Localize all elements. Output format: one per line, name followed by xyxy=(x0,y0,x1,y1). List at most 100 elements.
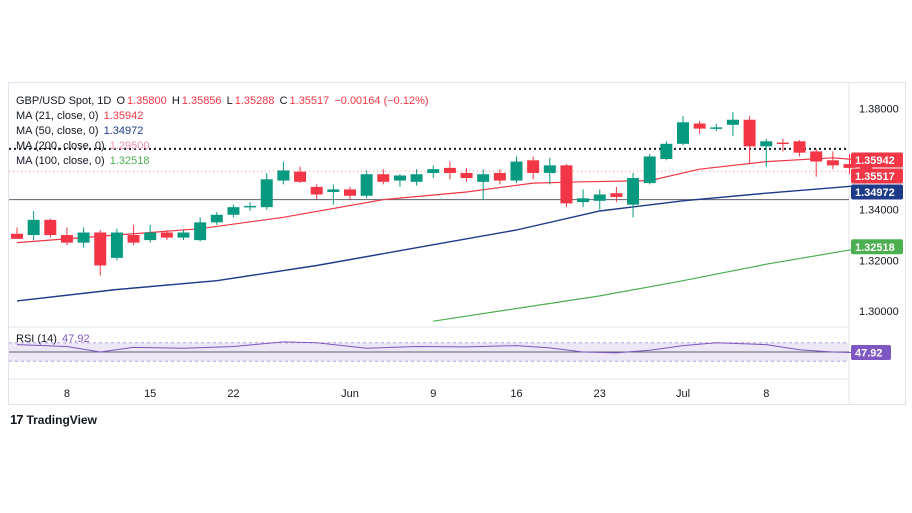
candle-body xyxy=(560,165,573,204)
candle-body xyxy=(410,174,423,182)
candle-body xyxy=(144,232,157,241)
candle-body xyxy=(743,119,756,147)
low-label: L xyxy=(226,95,233,107)
candle-body xyxy=(11,233,23,239)
price-axis-badge-text: 1.32518 xyxy=(855,242,895,254)
candle-body xyxy=(377,174,390,182)
candle-body xyxy=(194,222,207,241)
ma21-label: MA (21, close, 0) xyxy=(16,110,99,122)
price-chart[interactable]: 1.380001.360001.340001.320001.3000081522… xyxy=(9,83,905,404)
ma100-value: 1.32518 xyxy=(109,155,150,167)
candle-body xyxy=(344,189,356,196)
open-label: O xyxy=(116,95,125,107)
y-tick-label: 1.34000 xyxy=(859,205,899,217)
x-tick-label: 23 xyxy=(594,388,606,400)
candle-body xyxy=(776,142,789,145)
high-label: H xyxy=(171,95,180,107)
y-tick-label: 1.38000 xyxy=(859,103,899,115)
candle-body xyxy=(510,161,523,181)
candle-body xyxy=(677,122,689,144)
candle-body xyxy=(643,156,656,184)
candle-body xyxy=(393,175,406,181)
ma21-line xyxy=(16,157,867,244)
candle-body xyxy=(94,232,107,266)
high-value: 1.35856 xyxy=(181,95,222,107)
candle-body xyxy=(726,119,739,125)
candle-body xyxy=(577,198,590,203)
candle-body xyxy=(593,194,606,201)
rsi-value: 47.92 xyxy=(62,333,90,345)
ma200-value: 1.29500 xyxy=(109,140,150,152)
x-tick-label: Jul xyxy=(676,388,690,400)
legend-ma200: MA (200, close, 0) 1.29500 xyxy=(16,139,151,154)
rsi-axis-badge-text: 47.92 xyxy=(855,347,883,359)
chart-frame: 1.380001.360001.340001.320001.3000081522… xyxy=(8,82,906,405)
candle-body xyxy=(793,141,806,153)
candle-body xyxy=(527,160,540,173)
x-tick-label: 15 xyxy=(144,388,156,400)
price-axis-badge xyxy=(851,152,903,168)
ma50-label: MA (50, close, 0) xyxy=(16,125,99,137)
ma50-value: 1.34972 xyxy=(103,125,144,137)
candle-body xyxy=(710,127,723,129)
candle-body xyxy=(493,172,506,181)
candle-body xyxy=(860,164,873,172)
change-value: −0.00164 (−0.12%) xyxy=(334,95,429,107)
candle-body xyxy=(110,232,123,258)
candle-body xyxy=(177,232,190,238)
candle-body xyxy=(27,219,40,236)
candle-body xyxy=(244,205,257,208)
candle-body xyxy=(210,214,223,223)
candle-body xyxy=(327,189,340,192)
y-tick-label: 1.32000 xyxy=(859,255,899,267)
candle-body xyxy=(77,232,90,243)
candle-body xyxy=(843,164,856,168)
open-value: 1.35800 xyxy=(127,95,167,107)
y-tick-label: 1.30000 xyxy=(859,306,899,318)
candle-body xyxy=(810,151,823,162)
legend-ma100: MA (100, close, 0) 1.32518 xyxy=(16,154,151,169)
x-tick-label: 16 xyxy=(510,388,522,400)
legend-ma50: MA (50, close, 0) 1.34972 xyxy=(16,124,145,139)
candle-body xyxy=(660,143,673,160)
ma100-label: MA (100, close, 0) xyxy=(16,155,105,167)
ma200-label: MA (200, close, 0) xyxy=(16,140,105,152)
candle-body xyxy=(610,193,623,198)
candle-body xyxy=(277,170,290,181)
candle-body xyxy=(627,178,640,205)
price-axis-badge xyxy=(851,184,903,200)
rsi-line xyxy=(16,341,867,354)
candle-body xyxy=(826,160,839,166)
candle-body xyxy=(227,207,240,215)
price-axis-badge-text: 1.34972 xyxy=(855,187,895,199)
candle-body xyxy=(127,235,140,243)
tradingview-wordmark: TradingView xyxy=(26,412,97,427)
candle-body xyxy=(60,235,73,243)
tradingview-icon: 17 xyxy=(10,412,24,427)
candle-body xyxy=(360,174,373,196)
price-axis-badge-text: 1.35942 xyxy=(855,155,895,167)
price-axis-badge xyxy=(851,239,903,255)
candle-body xyxy=(543,165,556,173)
ma50-line xyxy=(16,184,867,302)
candle-body xyxy=(443,167,456,173)
symbol-label: GBP/USD Spot, 1D xyxy=(16,95,112,107)
candle-body xyxy=(160,232,173,238)
candle-body xyxy=(44,219,57,236)
candle-body xyxy=(477,174,490,182)
legend-ma21: MA (21, close, 0) 1.35942 xyxy=(16,109,145,124)
x-tick-label: 8 xyxy=(64,388,70,400)
tradingview-logo[interactable]: 17 TradingView xyxy=(10,412,97,427)
candle-body xyxy=(427,169,440,173)
price-axis-badge xyxy=(851,168,903,184)
candle-body xyxy=(310,186,323,195)
candle-body xyxy=(760,141,773,147)
ma100-line xyxy=(433,246,867,322)
candle-body xyxy=(294,171,307,182)
legend-symbol-row: GBP/USD Spot, 1D O 1.35800 H 1.35856 L 1.35… xyxy=(16,94,431,109)
price-axis-badge-text: 1.35517 xyxy=(855,171,895,183)
rsi-label: RSI (14) xyxy=(16,333,57,345)
candle-body xyxy=(260,179,273,208)
ma21-value: 1.35942 xyxy=(103,110,144,122)
rsi-axis-badge xyxy=(851,344,891,360)
